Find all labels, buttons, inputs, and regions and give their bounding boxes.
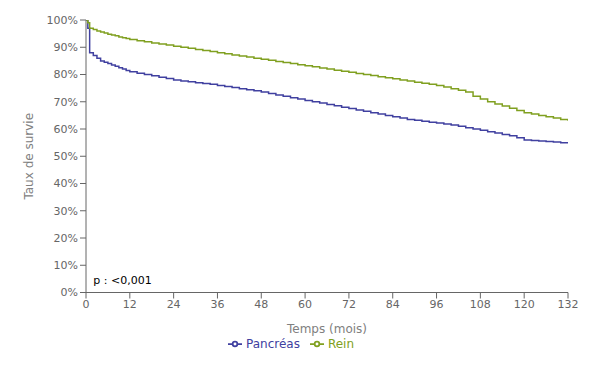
svg-text:132: 132	[558, 298, 579, 311]
svg-text:84: 84	[386, 298, 400, 311]
svg-text:20%: 20%	[54, 232, 78, 245]
html-text:Pancréas: Pancréas	[246, 336, 300, 351]
svg-text:120: 120	[514, 298, 535, 311]
svg-text:0%: 0%	[61, 286, 78, 299]
svg-text:70%: 70%	[54, 96, 78, 109]
svg-text:90%: 90%	[54, 41, 78, 54]
svg-text:72: 72	[342, 298, 356, 311]
svg-text:80%: 80%	[54, 68, 78, 81]
svg-text:100%: 100%	[47, 14, 78, 27]
html-text:Rein: Rein	[327, 336, 354, 351]
svg-text:24: 24	[167, 298, 181, 311]
svg-text:Temps (mois): Temps (mois)	[286, 322, 367, 336]
svg-text:60%: 60%	[54, 123, 78, 136]
svg-text:96: 96	[430, 298, 444, 311]
svg-text:10%: 10%	[54, 259, 78, 272]
svg-text:108: 108	[470, 298, 491, 311]
svg-text:48: 48	[254, 298, 268, 311]
svg-text:60: 60	[298, 298, 312, 311]
svg-text:0: 0	[83, 298, 90, 311]
svg-text:50%: 50%	[54, 150, 78, 163]
svg-text:12: 12	[123, 298, 137, 311]
svg-text:p : <0,001: p : <0,001	[93, 274, 151, 287]
svg-text:Taux de survie: Taux de survie	[22, 113, 36, 201]
svg-text:36: 36	[210, 298, 224, 311]
svg-text:30%: 30%	[54, 205, 78, 218]
svg-text:40%: 40%	[54, 177, 78, 190]
